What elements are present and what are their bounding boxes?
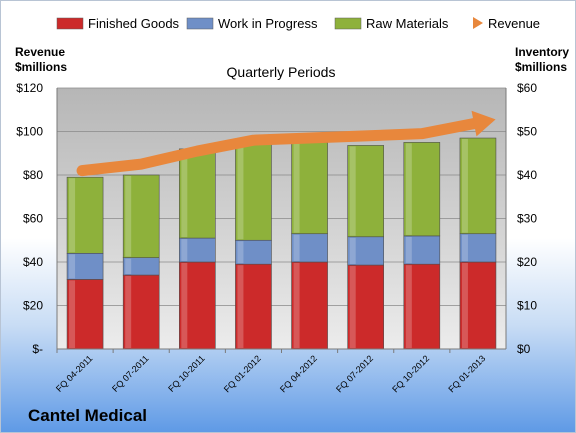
bar-finished-goods xyxy=(347,264,384,350)
left-tick-label: $20 xyxy=(23,299,43,313)
legend-label-raw-materials: Raw Materials xyxy=(366,16,449,31)
bar-finished-goods xyxy=(403,263,441,350)
bar-highlight xyxy=(461,234,468,261)
legend-arrow-revenue xyxy=(447,17,483,29)
bar-highlight xyxy=(125,276,132,348)
bar-highlight xyxy=(125,176,132,257)
legend-swatch-finished-goods xyxy=(56,17,84,30)
left-axis-title-line-2: $millions xyxy=(15,60,67,74)
x-tick-label: FQ 01-2012 xyxy=(222,353,263,394)
bar-highlight xyxy=(125,258,132,275)
x-tick-label: FQ 07-2012 xyxy=(334,353,375,394)
company-name: Cantel Medical xyxy=(28,406,147,425)
right-tick-label: $30 xyxy=(517,212,537,226)
bar-highlight xyxy=(181,149,188,238)
right-axis-title-line-2: $millions xyxy=(515,60,567,74)
x-tick-label: FQ 04-2011 xyxy=(54,353,95,394)
bar-raw-materials xyxy=(122,174,160,258)
bar-highlight xyxy=(237,265,244,348)
bar-raw-materials xyxy=(403,142,441,237)
left-tick-label: $120 xyxy=(16,81,43,95)
bar-highlight xyxy=(349,146,356,236)
bar-highlight xyxy=(69,178,76,253)
chart-title: Quarterly Periods xyxy=(227,64,336,80)
right-tick-label: $20 xyxy=(517,255,537,269)
bar-highlight xyxy=(405,236,412,264)
bar-highlight xyxy=(293,263,300,348)
left-tick-label: $80 xyxy=(23,168,43,182)
right-tick-label: $50 xyxy=(517,125,537,139)
right-tick-label: $10 xyxy=(517,299,537,313)
bar-raw-materials xyxy=(179,148,216,239)
bar-highlight xyxy=(405,265,412,348)
bar-highlight xyxy=(237,145,244,240)
bar-work-in-progress xyxy=(66,253,104,280)
bar-highlight xyxy=(461,139,468,233)
left-tick-label: $- xyxy=(32,342,43,356)
bar-raw-materials xyxy=(291,142,328,235)
bar-raw-materials xyxy=(66,176,104,254)
bar-work-in-progress xyxy=(403,235,441,265)
bar-raw-materials xyxy=(235,144,272,241)
right-tick-label: $60 xyxy=(517,81,537,95)
bar-highlight xyxy=(349,237,356,265)
bars xyxy=(66,137,497,350)
bar-highlight xyxy=(181,239,188,261)
bar-highlight xyxy=(405,143,412,235)
bar-raw-materials xyxy=(459,137,497,235)
bar-finished-goods xyxy=(459,261,497,350)
bar-work-in-progress xyxy=(347,236,384,266)
x-tick-label: FQ 07-2011 xyxy=(110,353,151,394)
bar-highlight xyxy=(69,280,76,348)
bar-finished-goods xyxy=(235,263,272,350)
legend-swatch-work-in-progress xyxy=(186,17,214,30)
bar-raw-materials xyxy=(347,145,384,238)
bar-highlight xyxy=(237,241,244,264)
bar-highlight xyxy=(293,234,300,261)
left-tick-label: $40 xyxy=(23,255,43,269)
bar-highlight xyxy=(181,263,188,348)
revenue-series xyxy=(76,110,496,177)
left-tick-label: $100 xyxy=(16,125,43,139)
bar-finished-goods xyxy=(122,274,160,350)
revenue-line xyxy=(76,118,480,177)
x-tick-label: FQ 04-2012 xyxy=(278,353,319,394)
bar-work-in-progress xyxy=(459,233,497,263)
right-tick-label: $40 xyxy=(517,168,537,182)
right-axis-title-line-1: Inventory xyxy=(515,45,569,59)
bar-finished-goods xyxy=(291,261,328,350)
bar-highlight xyxy=(349,266,356,348)
left-axis-title-line-1: Revenue xyxy=(15,45,65,59)
right-tick-label: $0 xyxy=(517,342,531,356)
legend-label-work-in-progress: Work in Progress xyxy=(218,16,318,31)
legend-swatch-raw-materials xyxy=(334,17,362,30)
left-tick-label: $60 xyxy=(23,212,43,226)
revenue-arrowhead xyxy=(471,110,496,137)
x-tick-label: FQ 01-2013 xyxy=(446,353,487,394)
bar-highlight xyxy=(461,263,468,348)
x-tick-label: FQ 10-2011 xyxy=(166,353,207,394)
bar-highlight xyxy=(69,254,76,279)
bar-work-in-progress xyxy=(291,233,328,263)
legend-label-revenue: Revenue xyxy=(488,16,540,31)
x-tick-label: FQ 10-2012 xyxy=(390,353,431,394)
legend-label-finished-goods: Finished Goods xyxy=(88,16,180,31)
bar-highlight xyxy=(293,143,300,233)
legend: Finished Goods Work in Progress Raw Mate… xyxy=(56,16,540,31)
